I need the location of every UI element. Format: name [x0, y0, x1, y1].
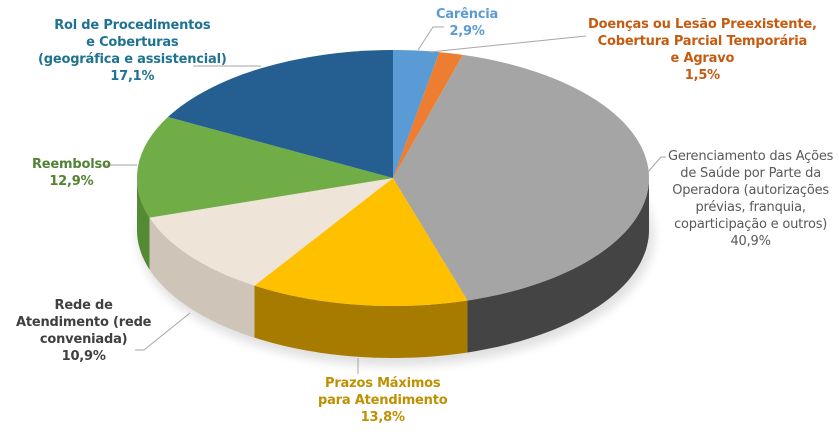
label-text: de Saúde por Parte da	[680, 166, 821, 181]
data-label-rol: Rol de Procedimentos e Coberturas (geogr…	[38, 17, 227, 85]
label-text: Doenças ou Lesão Preexistente,	[588, 17, 817, 32]
leader-lines	[104, 26, 666, 374]
data-label-gerenciamento: Gerenciamento das Ações de Saúde por Par…	[668, 148, 833, 250]
label-text: Gerenciamento das Ações	[668, 149, 834, 164]
data-label-reembolso: Reembolso 12,9%	[32, 156, 111, 190]
data-label-rede: Rede de Atendimento (rede conveniada) 10…	[16, 297, 151, 365]
pie-slice-doencas	[393, 52, 463, 178]
label-percent: 13,8%	[360, 410, 405, 425]
label-text: conveniada)	[39, 332, 128, 347]
data-label-doencas: Doenças ou Lesão Preexistente, Cobertura…	[588, 16, 817, 84]
label-percent: 1,5%	[684, 68, 720, 83]
label-text: (geográfica e assistencial)	[38, 52, 227, 67]
label-text: para Atendimento	[318, 393, 448, 408]
data-label-prazos: Prazos Máximos para Atendimento 13,8%	[318, 375, 448, 426]
pie-sides	[137, 178, 649, 358]
label-text: coparticipação e outros)	[674, 217, 828, 232]
label-text: Atendimento (rede	[16, 315, 152, 330]
leader-line-doencas	[429, 35, 587, 53]
pie-side-rede	[149, 217, 255, 338]
label-text: e Coberturas	[86, 35, 179, 50]
leader-line-rede	[135, 312, 191, 351]
pie-slice-carencia	[393, 49, 440, 178]
label-text: Rede de	[54, 298, 113, 313]
pie-side-prazos	[254, 285, 468, 358]
label-percent: 12,9%	[49, 174, 94, 189]
leader-line-carencia	[417, 26, 444, 51]
label-text: Prazos Máximos	[325, 376, 441, 391]
pie-side-reembolso	[137, 178, 150, 270]
label-text: Carência	[436, 7, 499, 22]
label-percent: 40,9%	[730, 234, 771, 249]
label-percent: 17,1%	[110, 69, 155, 84]
pie-slice-gerenciamento	[393, 54, 650, 301]
data-label-carencia: Carência 2,9%	[436, 6, 498, 40]
pie-slice-rol	[167, 49, 393, 178]
label-text: Reembolso	[32, 157, 111, 172]
pie-slice-reembolso	[136, 117, 393, 218]
pie-side-gerenciamento	[467, 178, 649, 353]
pie-slice-prazos	[254, 178, 468, 307]
label-text: Rol de Procedimentos	[54, 18, 211, 33]
label-percent: 2,9%	[449, 24, 485, 39]
leader-line-gerenciamento	[647, 156, 666, 173]
pie-top-faces	[136, 49, 650, 307]
label-percent: 10,9%	[61, 349, 106, 364]
pie-slice-rede	[149, 178, 393, 286]
label-text: prévias, franquia,	[695, 200, 806, 215]
label-text: Cobertura Parcial Temporária	[597, 34, 808, 49]
label-text: Operadora (autorizações	[672, 183, 830, 198]
label-text: e Agravo	[670, 51, 735, 66]
